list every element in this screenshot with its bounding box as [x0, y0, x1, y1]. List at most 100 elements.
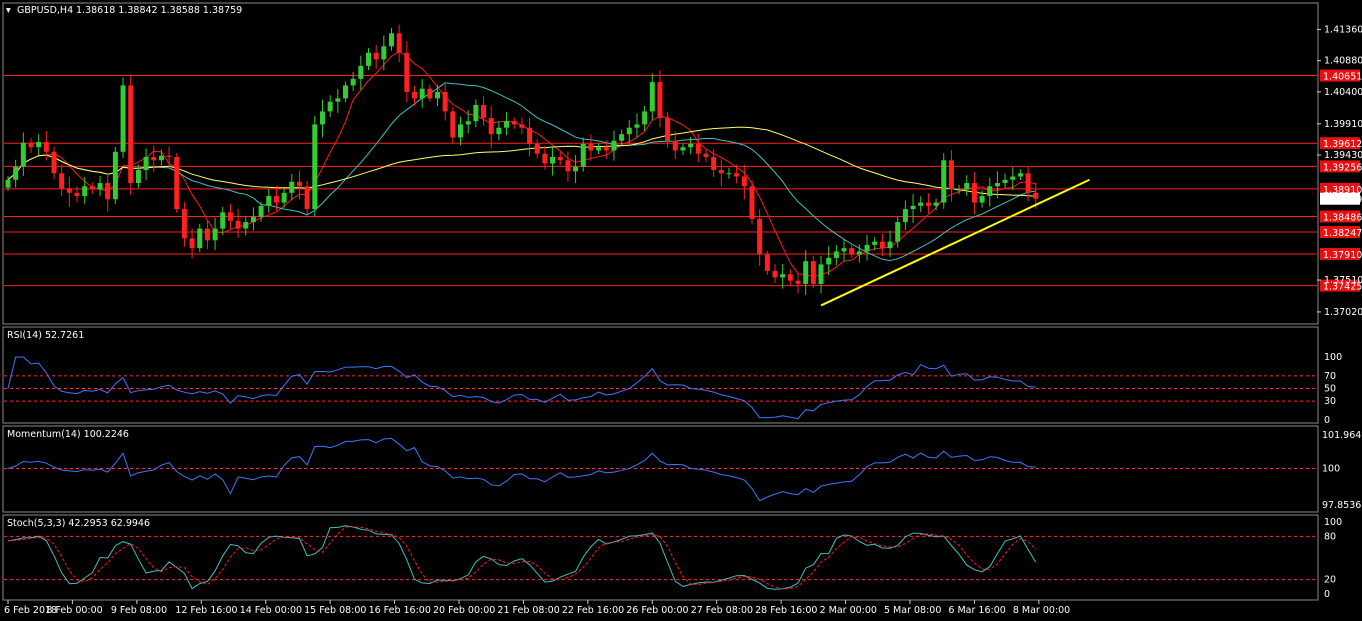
candle-body	[550, 156, 556, 164]
candle-body	[596, 147, 602, 151]
candle-body	[619, 134, 625, 141]
candle	[227, 203, 233, 230]
candle-body	[780, 274, 786, 278]
candle-body	[389, 33, 394, 47]
time-tick-label: 27 Feb 08:00	[691, 605, 753, 616]
symbol-header[interactable]: ▾	[6, 5, 11, 16]
candle	[174, 153, 180, 213]
candle-body	[358, 65, 364, 79]
candle	[864, 234, 870, 261]
candle-body	[527, 127, 533, 144]
candle-body	[488, 117, 494, 135]
candle	[680, 143, 686, 156]
stoch-tick-label: 0	[1324, 589, 1330, 600]
candle	[833, 245, 839, 266]
candle	[741, 164, 747, 200]
candle-body	[296, 181, 302, 187]
level-price-label: 1.38910	[1323, 185, 1362, 196]
candle	[726, 167, 732, 179]
candle-body	[82, 186, 88, 197]
candle	[381, 35, 387, 71]
candle-body	[864, 244, 870, 252]
candle-body	[181, 209, 187, 239]
candle-body	[964, 183, 970, 190]
candle	[266, 189, 272, 213]
candle-body	[128, 85, 134, 184]
momentum-tick-label: 101.9649	[1322, 430, 1362, 441]
candle-body	[557, 156, 563, 161]
candle	[964, 175, 970, 196]
candle-body	[956, 189, 962, 191]
symbol-label: GBPUSD,H4	[17, 5, 73, 16]
candle	[557, 151, 563, 166]
candle-body	[112, 151, 118, 200]
candle	[51, 146, 57, 180]
candle-body	[496, 127, 502, 135]
candle-body	[158, 155, 164, 161]
candle	[542, 145, 548, 170]
candle-body	[1017, 173, 1023, 177]
candle	[856, 244, 862, 263]
candle-body	[289, 181, 295, 193]
candle	[281, 188, 287, 208]
candle-body	[143, 156, 149, 171]
candle	[36, 134, 42, 156]
candle-body	[273, 196, 279, 203]
candle	[895, 216, 901, 248]
candle	[611, 130, 617, 161]
time-tick-label: 2 Mar 00:00	[820, 605, 877, 616]
candle	[435, 84, 441, 107]
candle	[603, 140, 609, 159]
candle	[427, 84, 433, 102]
candle	[197, 223, 203, 252]
rsi-label: RSI(14) 52.7261	[7, 330, 84, 341]
candle-body	[826, 257, 832, 265]
candle	[181, 202, 187, 247]
candle-body	[412, 91, 418, 99]
candle-body	[833, 251, 839, 258]
current-price-tag	[1320, 192, 1360, 205]
level-price-label: 1.37425	[1323, 282, 1362, 293]
candle	[97, 175, 103, 196]
candle	[902, 200, 908, 230]
candle-body	[396, 33, 402, 53]
candle	[810, 255, 816, 289]
trendline[interactable]	[820, 178, 1090, 307]
candle	[941, 153, 947, 209]
candle	[534, 139, 540, 159]
candle	[335, 89, 341, 113]
candle-body	[28, 142, 34, 148]
candle-body	[204, 228, 210, 241]
candle	[596, 143, 602, 154]
level-price-label: 1.39612	[1323, 139, 1362, 150]
candle-body	[419, 88, 425, 99]
candle	[711, 149, 717, 178]
candle	[795, 272, 801, 294]
candle-body	[511, 121, 517, 125]
price-tick-label: 1.40400	[1324, 87, 1362, 98]
candle-body	[304, 186, 310, 210]
candle	[780, 264, 786, 289]
candle-body	[342, 85, 348, 99]
candle-body	[473, 104, 479, 122]
rsi-tick-label: 100	[1324, 352, 1342, 363]
candle-body	[1002, 179, 1008, 184]
candle-body	[849, 248, 855, 255]
candle	[849, 244, 855, 258]
candle	[527, 117, 533, 157]
candle	[473, 99, 479, 128]
candle-body	[534, 143, 540, 154]
candle	[74, 186, 80, 203]
horizontal-levels[interactable]: 1.40651 1.39612 1.39256 1.38910 1.38486 1.382…	[4, 69, 1362, 293]
candle	[634, 113, 640, 138]
rsi-tick-label: 70	[1324, 371, 1336, 382]
time-tick-label: 20 Feb 00:00	[433, 605, 495, 616]
candle	[120, 77, 126, 159]
ma-slow-line	[7, 126, 1036, 197]
candle	[13, 159, 19, 188]
candle-body	[971, 183, 977, 203]
rsi-tick-label: 30	[1324, 396, 1336, 407]
stoch-tick-label: 80	[1324, 531, 1336, 542]
